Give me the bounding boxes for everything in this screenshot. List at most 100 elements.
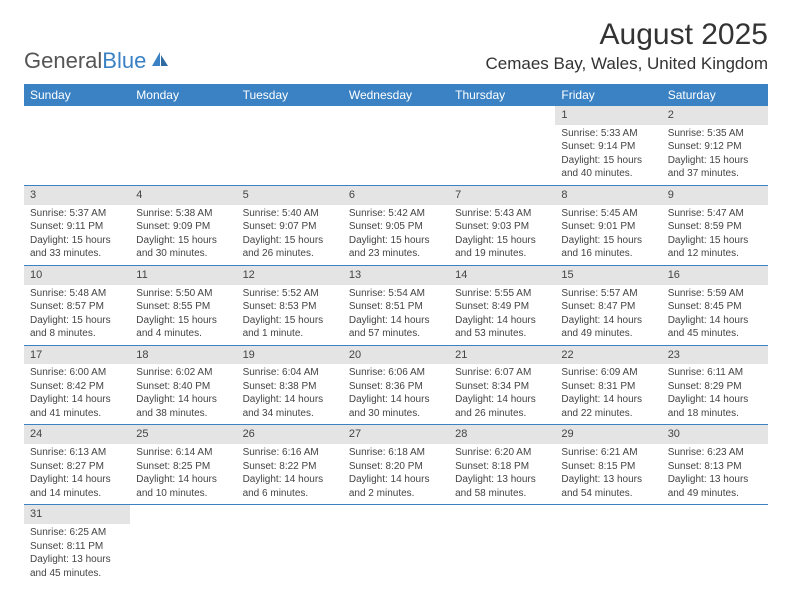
day-body: Sunrise: 6:16 AMSunset: 8:22 PMDaylight:… <box>237 444 343 504</box>
day-body: Sunrise: 5:54 AMSunset: 8:51 PMDaylight:… <box>343 285 449 345</box>
sunset-line: Sunset: 8:45 PM <box>668 300 762 314</box>
daylight-line: and 45 minutes. <box>30 567 124 581</box>
day-number: 12 <box>237 266 343 285</box>
sunrise-line: Sunrise: 6:07 AM <box>455 366 549 380</box>
daylight-line: Daylight: 15 hours <box>561 154 655 168</box>
day-body: Sunrise: 5:35 AMSunset: 9:12 PMDaylight:… <box>662 125 768 185</box>
day-number: 7 <box>449 186 555 205</box>
calendar-cell: 3Sunrise: 5:37 AMSunset: 9:11 PMDaylight… <box>24 185 130 265</box>
logo-text-1: General <box>24 48 102 74</box>
calendar-cell: 9Sunrise: 5:47 AMSunset: 8:59 PMDaylight… <box>662 185 768 265</box>
sunset-line: Sunset: 8:15 PM <box>561 460 655 474</box>
sunset-line: Sunset: 8:51 PM <box>349 300 443 314</box>
sunrise-line: Sunrise: 6:14 AM <box>136 446 230 460</box>
sunrise-line: Sunrise: 6:20 AM <box>455 446 549 460</box>
daylight-line: Daylight: 13 hours <box>561 473 655 487</box>
daylight-line: Daylight: 15 hours <box>455 234 549 248</box>
day-body: Sunrise: 6:18 AMSunset: 8:20 PMDaylight:… <box>343 444 449 504</box>
calendar-cell: 31Sunrise: 6:25 AMSunset: 8:11 PMDayligh… <box>24 505 130 584</box>
day-number: 3 <box>24 186 130 205</box>
day-body: Sunrise: 6:02 AMSunset: 8:40 PMDaylight:… <box>130 364 236 424</box>
sunrise-line: Sunrise: 5:47 AM <box>668 207 762 221</box>
calendar-cell: 22Sunrise: 6:09 AMSunset: 8:31 PMDayligh… <box>555 345 661 425</box>
day-number: 22 <box>555 346 661 365</box>
day-body: Sunrise: 6:09 AMSunset: 8:31 PMDaylight:… <box>555 364 661 424</box>
calendar-cell: 28Sunrise: 6:20 AMSunset: 8:18 PMDayligh… <box>449 425 555 505</box>
calendar-cell: 2Sunrise: 5:35 AMSunset: 9:12 PMDaylight… <box>662 106 768 185</box>
title-block: August 2025 Cemaes Bay, Wales, United Ki… <box>485 18 768 74</box>
calendar-cell: 14Sunrise: 5:55 AMSunset: 8:49 PMDayligh… <box>449 265 555 345</box>
sunset-line: Sunset: 8:57 PM <box>30 300 124 314</box>
daylight-line: Daylight: 13 hours <box>455 473 549 487</box>
calendar-cell <box>343 106 449 185</box>
calendar-body: 1Sunrise: 5:33 AMSunset: 9:14 PMDaylight… <box>24 106 768 584</box>
day-body: Sunrise: 6:21 AMSunset: 8:15 PMDaylight:… <box>555 444 661 504</box>
day-body: Sunrise: 5:47 AMSunset: 8:59 PMDaylight:… <box>662 205 768 265</box>
sunset-line: Sunset: 9:01 PM <box>561 220 655 234</box>
calendar-cell: 11Sunrise: 5:50 AMSunset: 8:55 PMDayligh… <box>130 265 236 345</box>
sunset-line: Sunset: 8:40 PM <box>136 380 230 394</box>
day-number: 27 <box>343 425 449 444</box>
day-body: Sunrise: 5:43 AMSunset: 9:03 PMDaylight:… <box>449 205 555 265</box>
calendar-cell: 5Sunrise: 5:40 AMSunset: 9:07 PMDaylight… <box>237 185 343 265</box>
daylight-line: Daylight: 14 hours <box>349 393 443 407</box>
sunrise-line: Sunrise: 5:45 AM <box>561 207 655 221</box>
day-number: 2 <box>662 106 768 125</box>
daylight-line: and 4 minutes. <box>136 327 230 341</box>
sunrise-line: Sunrise: 6:06 AM <box>349 366 443 380</box>
weekday-header: Thursday <box>449 84 555 106</box>
day-body: Sunrise: 5:38 AMSunset: 9:09 PMDaylight:… <box>130 205 236 265</box>
sunrise-line: Sunrise: 6:21 AM <box>561 446 655 460</box>
calendar-week: 17Sunrise: 6:00 AMSunset: 8:42 PMDayligh… <box>24 345 768 425</box>
sunrise-line: Sunrise: 5:59 AM <box>668 287 762 301</box>
sunset-line: Sunset: 8:59 PM <box>668 220 762 234</box>
day-body: Sunrise: 5:59 AMSunset: 8:45 PMDaylight:… <box>662 285 768 345</box>
sunset-line: Sunset: 8:20 PM <box>349 460 443 474</box>
sunrise-line: Sunrise: 5:52 AM <box>243 287 337 301</box>
daylight-line: and 16 minutes. <box>561 247 655 261</box>
sunset-line: Sunset: 8:22 PM <box>243 460 337 474</box>
daylight-line: Daylight: 14 hours <box>455 314 549 328</box>
daylight-line: and 30 minutes. <box>136 247 230 261</box>
sunset-line: Sunset: 9:11 PM <box>30 220 124 234</box>
sunrise-line: Sunrise: 5:54 AM <box>349 287 443 301</box>
day-number: 25 <box>130 425 236 444</box>
sunrise-line: Sunrise: 5:55 AM <box>455 287 549 301</box>
daylight-line: and 10 minutes. <box>136 487 230 501</box>
sunrise-line: Sunrise: 6:18 AM <box>349 446 443 460</box>
sunrise-line: Sunrise: 6:16 AM <box>243 446 337 460</box>
calendar-cell: 12Sunrise: 5:52 AMSunset: 8:53 PMDayligh… <box>237 265 343 345</box>
calendar-cell: 25Sunrise: 6:14 AMSunset: 8:25 PMDayligh… <box>130 425 236 505</box>
day-number: 1 <box>555 106 661 125</box>
calendar-cell: 27Sunrise: 6:18 AMSunset: 8:20 PMDayligh… <box>343 425 449 505</box>
calendar-cell: 21Sunrise: 6:07 AMSunset: 8:34 PMDayligh… <box>449 345 555 425</box>
day-number: 13 <box>343 266 449 285</box>
calendar-week: 3Sunrise: 5:37 AMSunset: 9:11 PMDaylight… <box>24 185 768 265</box>
daylight-line: and 58 minutes. <box>455 487 549 501</box>
calendar-cell <box>343 505 449 584</box>
day-body: Sunrise: 5:42 AMSunset: 9:05 PMDaylight:… <box>343 205 449 265</box>
daylight-line: Daylight: 15 hours <box>136 234 230 248</box>
day-body: Sunrise: 5:57 AMSunset: 8:47 PMDaylight:… <box>555 285 661 345</box>
day-body: Sunrise: 5:45 AMSunset: 9:01 PMDaylight:… <box>555 205 661 265</box>
daylight-line: and 34 minutes. <box>243 407 337 421</box>
daylight-line: Daylight: 14 hours <box>136 473 230 487</box>
sunset-line: Sunset: 8:42 PM <box>30 380 124 394</box>
sunrise-line: Sunrise: 5:57 AM <box>561 287 655 301</box>
daylight-line: Daylight: 15 hours <box>30 234 124 248</box>
sunrise-line: Sunrise: 5:40 AM <box>243 207 337 221</box>
day-body: Sunrise: 5:40 AMSunset: 9:07 PMDaylight:… <box>237 205 343 265</box>
day-body: Sunrise: 6:25 AMSunset: 8:11 PMDaylight:… <box>24 524 130 584</box>
weekday-header: Tuesday <box>237 84 343 106</box>
day-body: Sunrise: 5:55 AMSunset: 8:49 PMDaylight:… <box>449 285 555 345</box>
header: GeneralBlue August 2025 Cemaes Bay, Wale… <box>24 18 768 74</box>
daylight-line: and 49 minutes. <box>561 327 655 341</box>
calendar-cell: 20Sunrise: 6:06 AMSunset: 8:36 PMDayligh… <box>343 345 449 425</box>
calendar-week: 1Sunrise: 5:33 AMSunset: 9:14 PMDaylight… <box>24 106 768 185</box>
daylight-line: Daylight: 14 hours <box>243 393 337 407</box>
calendar-cell: 13Sunrise: 5:54 AMSunset: 8:51 PMDayligh… <box>343 265 449 345</box>
calendar-cell <box>449 505 555 584</box>
daylight-line: and 26 minutes. <box>455 407 549 421</box>
day-body: Sunrise: 6:13 AMSunset: 8:27 PMDaylight:… <box>24 444 130 504</box>
daylight-line: Daylight: 14 hours <box>668 314 762 328</box>
